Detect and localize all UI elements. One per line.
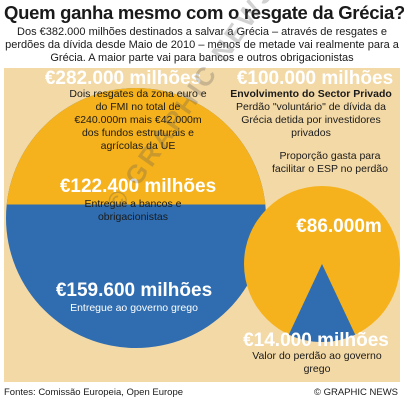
credit-note: © GRAPHIC NEWS bbox=[313, 387, 398, 398]
chart-panel: €282.000 milhões Dois resgates da zona e… bbox=[4, 68, 400, 382]
left-pie-top-slice bbox=[6, 87, 266, 205]
left-total-label: €282.000 milhões bbox=[44, 68, 202, 89]
left-bottom-value: €159.600 milhões bbox=[55, 280, 213, 301]
right-caption: Perdão "voluntário" de dívida da Grécia … bbox=[236, 101, 386, 139]
right-bottom-caption: Valor do perdão ao governo grego bbox=[252, 350, 382, 375]
right-pie bbox=[244, 186, 400, 342]
right-pie-wedge-slice bbox=[288, 264, 356, 342]
left-total-caption: Dois resgates da zona euro e do FMI no t… bbox=[69, 88, 207, 152]
right-heading: Envolvimento do Sector Privado bbox=[230, 88, 392, 100]
left-bottom-caption: Entregue ao governo grego bbox=[70, 302, 198, 314]
sources-note: Fontes: Comissão Europeia, Open Europe bbox=[4, 387, 184, 398]
page-title: Quem ganha mesmo com o resgate da Grécia… bbox=[4, 2, 404, 23]
left-top-caption: Entregue a bancos e obrigacionistas bbox=[84, 198, 182, 223]
right-total-label: €100.000 milhões bbox=[236, 68, 394, 89]
intro-text: Dos €382.000 milhões destinados a salvar… bbox=[5, 26, 399, 64]
chart-svg bbox=[6, 87, 400, 348]
left-pie bbox=[6, 87, 266, 348]
right-bottom-value: €14.000 milhões bbox=[243, 330, 389, 351]
wedge-value: €86.000m bbox=[296, 216, 382, 237]
left-top-value: €122.400 milhões bbox=[59, 176, 217, 197]
wedge-label: Proporção gasta para facilitar o ESP no … bbox=[272, 150, 388, 175]
